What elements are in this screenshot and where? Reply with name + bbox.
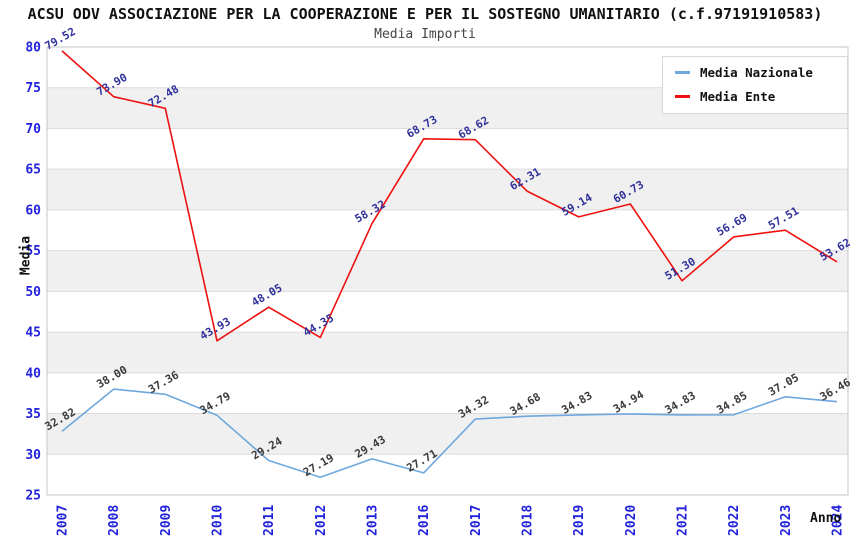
y-tick-label: 75 <box>25 81 41 96</box>
x-tick-label: 2018 <box>521 505 536 536</box>
x-tick-label: 2008 <box>107 505 122 536</box>
legend-swatch-media-ente <box>675 95 690 98</box>
y-tick-label: 30 <box>25 448 41 463</box>
x-tick-label: 2022 <box>727 505 742 536</box>
series-line-media-ente <box>61 50 838 342</box>
x-tick-label: 2009 <box>159 505 174 536</box>
legend-swatch-media-nazionale <box>675 71 690 74</box>
x-tick-label: 2024 <box>831 505 846 536</box>
legend-item-media-nazionale: Media Nazionale <box>675 65 835 80</box>
plot-border <box>46 46 849 496</box>
x-tick-label: 2016 <box>417 505 432 536</box>
legend: Media Nazionale Media Ente <box>662 56 848 114</box>
y-tick-label: 25 <box>25 489 41 504</box>
x-tick-label: 2007 <box>56 505 71 536</box>
y-tick-label: 65 <box>25 163 41 178</box>
y-tick-label: 35 <box>25 407 41 422</box>
x-tick-label: 2020 <box>624 505 639 536</box>
x-tick-label: 2021 <box>676 505 691 536</box>
x-tick-label: 2023 <box>779 505 794 536</box>
x-tick-label: 2010 <box>211 505 226 536</box>
y-tick-label: 55 <box>25 244 41 259</box>
plot-band <box>47 332 848 373</box>
x-tick-label: 2019 <box>572 505 587 536</box>
x-axis-title: Anno <box>810 511 842 526</box>
plot-band <box>47 169 848 210</box>
y-tick-label: 45 <box>25 326 41 341</box>
y-tick-label: 70 <box>25 122 41 137</box>
plot-band <box>47 291 848 333</box>
x-tick-label: 2012 <box>314 505 329 536</box>
legend-label-media-ente: Media Ente <box>700 89 776 104</box>
legend-label-media-nazionale: Media Nazionale <box>700 65 813 80</box>
y-axis-title: Media <box>18 235 34 276</box>
y-tick-label: 50 <box>25 285 41 300</box>
x-tick-label: 2011 <box>262 505 277 536</box>
y-tick-label: 60 <box>25 203 41 218</box>
plot-band <box>47 454 848 495</box>
x-tick-label: 2013 <box>366 505 381 536</box>
plot-band <box>47 372 848 414</box>
y-tick-label: 40 <box>25 366 41 381</box>
x-tick-label: 2017 <box>469 505 484 536</box>
plot-band <box>47 250 848 292</box>
plot-band <box>47 209 848 251</box>
chart-title: ACSU ODV ASSOCIAZIONE PER LA COOPERAZION… <box>27 5 823 23</box>
chart-subtitle: Media Importi <box>374 27 476 42</box>
y-tick-label: 80 <box>25 41 41 56</box>
legend-item-media-ente: Media Ente <box>675 89 835 104</box>
plot-band <box>47 128 848 170</box>
series-line-media-nazionale <box>61 388 838 479</box>
